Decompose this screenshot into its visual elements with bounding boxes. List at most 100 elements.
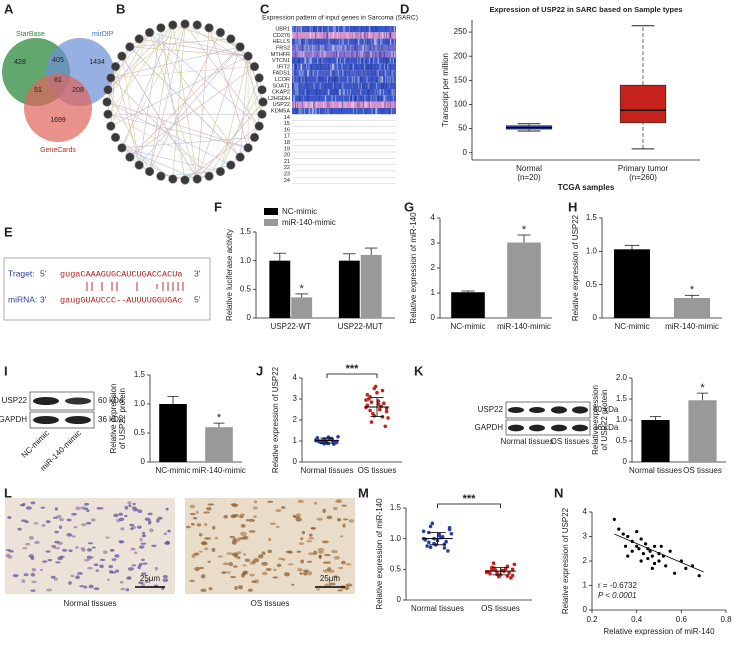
point xyxy=(383,424,388,429)
heatmap-row-fill xyxy=(292,89,396,96)
heatmap-texture xyxy=(313,44,315,52)
heatmap-texture xyxy=(342,82,344,89)
heatmap-texture xyxy=(312,70,314,77)
y-tick-label: 0.5 xyxy=(586,280,598,289)
cell xyxy=(249,573,255,577)
heatmap-texture xyxy=(306,95,308,102)
heatmap-texture xyxy=(350,26,352,33)
node xyxy=(204,171,214,181)
cell xyxy=(80,546,85,551)
heatmap-texture xyxy=(308,63,310,71)
heatmap-texture xyxy=(367,89,369,96)
heatmap-texture xyxy=(391,51,393,58)
cell xyxy=(25,506,32,510)
cell xyxy=(232,514,240,518)
cell xyxy=(229,535,236,539)
heatmap-texture xyxy=(350,89,352,96)
heatmap-texture xyxy=(382,63,384,71)
heatmap-texture xyxy=(316,26,319,33)
heatmap-texture xyxy=(298,95,301,102)
heatmap-texture xyxy=(335,95,337,102)
y-axis-label: Relative expression xyxy=(591,385,600,455)
point xyxy=(428,524,433,529)
heatmap-texture xyxy=(347,76,349,83)
heatmap-texture xyxy=(300,26,302,33)
y-tick-label: 3 xyxy=(293,394,298,403)
edge xyxy=(110,66,255,79)
heatmap-texture xyxy=(296,76,298,83)
cell xyxy=(47,558,53,562)
heatmap-texture xyxy=(310,70,313,77)
cell xyxy=(296,550,302,553)
y-tick-label: 1.5 xyxy=(586,213,598,222)
node xyxy=(134,34,144,44)
point xyxy=(440,535,445,539)
cell xyxy=(118,517,125,522)
heatmap-texture xyxy=(293,95,295,102)
cell xyxy=(299,572,304,575)
heatmap-texture xyxy=(361,57,363,64)
cell xyxy=(79,585,85,588)
cell xyxy=(165,540,170,545)
y-tick-label: 0.5 xyxy=(134,428,146,437)
heatmap-texture xyxy=(351,95,353,102)
x-tick-label: 0.8 xyxy=(720,615,732,624)
heatmap-texture xyxy=(299,95,301,102)
heatmap-texture xyxy=(302,95,304,102)
heatmap-texture xyxy=(386,63,388,71)
heatmap-texture xyxy=(364,95,366,102)
cell xyxy=(339,535,344,538)
heatmap-texture xyxy=(345,44,347,52)
heatmap-texture xyxy=(355,95,357,102)
heatmap-texture xyxy=(364,44,367,52)
heatmap-texture xyxy=(294,101,296,108)
heatmap-texture xyxy=(340,70,342,77)
point xyxy=(623,544,628,548)
heatmap-texture xyxy=(381,107,383,115)
edge xyxy=(239,46,263,115)
y-axis-label: Relative expression of USP22 xyxy=(271,366,280,473)
point xyxy=(512,562,517,567)
cell xyxy=(45,550,51,553)
heatmap-texture xyxy=(350,51,352,58)
heatmap-texture xyxy=(317,32,319,39)
node xyxy=(226,160,236,170)
cell xyxy=(268,537,272,542)
heatmap-texture xyxy=(370,70,373,77)
heatmap-texture xyxy=(292,32,294,39)
edge xyxy=(208,89,263,177)
heatmap-texture xyxy=(304,38,307,45)
y-tick-label: 1.0 xyxy=(616,415,628,424)
node xyxy=(249,61,260,72)
heatmap-texture xyxy=(292,70,294,77)
cell xyxy=(7,515,12,520)
panel-label: D xyxy=(400,1,409,16)
heatmap-texture xyxy=(373,32,375,39)
x-tick-label: Normal tissues xyxy=(301,466,354,475)
cell xyxy=(269,522,276,526)
heatmap-texture xyxy=(324,95,326,102)
heatmap-texture xyxy=(364,32,366,39)
point xyxy=(386,416,390,420)
heatmap-texture xyxy=(392,95,394,102)
y-tick-label: 1.5 xyxy=(616,394,628,403)
cell xyxy=(234,586,238,590)
heatmap-texture xyxy=(369,44,371,52)
cell xyxy=(84,502,90,506)
heatmap-texture xyxy=(385,57,387,64)
heatmap-texture xyxy=(384,101,386,108)
heatmap-texture xyxy=(308,95,310,102)
heatmap-row-fill xyxy=(292,107,396,115)
heatmap-texture xyxy=(376,26,378,33)
x-axis-label: TCGA samples xyxy=(558,183,615,192)
heatmap-texture xyxy=(392,107,394,115)
heatmap-texture xyxy=(320,57,322,64)
node xyxy=(180,175,190,185)
heatmap-texture xyxy=(344,26,346,33)
heatmap-texture xyxy=(374,38,376,45)
heatmap-texture xyxy=(362,63,365,71)
heatmap-row: SOAT1 xyxy=(272,83,290,89)
x-tick-label: OS tissues xyxy=(481,604,520,613)
cell xyxy=(157,516,163,520)
cell xyxy=(53,577,58,581)
